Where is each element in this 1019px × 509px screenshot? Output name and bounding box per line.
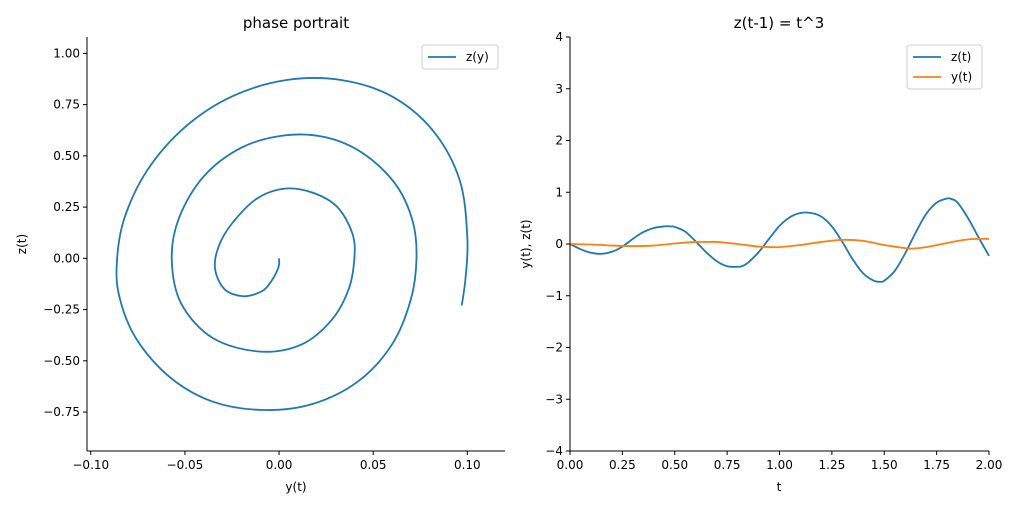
time-series-y-ticks: −4 −3 −2 −1 0 1 2 3 4: [545, 30, 570, 458]
time-series-x-tick-label: 1.25: [819, 458, 846, 472]
time-series-y-tick-label: 4: [555, 30, 563, 44]
phase-portrait-legend: z(y): [421, 44, 499, 70]
time-series-x-tick-label: 0.50: [661, 458, 688, 472]
time-series-legend-box: [906, 44, 983, 90]
time-series-y-tick-label: −3: [545, 392, 563, 406]
phase-portrait-y-ticks: −0.75 −0.50 −0.25 0.00 0.25 0.50 0.75 1.00: [43, 46, 87, 419]
phase-portrait-y-tick-label: −0.75: [43, 405, 80, 419]
time-series-x-axis-label: t: [777, 480, 782, 494]
phase-portrait-y-tick-label: 1.00: [53, 46, 80, 60]
phase-portrait-y-tick-label: 0.25: [53, 200, 80, 214]
time-series-x-tick-label: 0.00: [557, 458, 584, 472]
time-series-x-tick-label: 0.25: [609, 458, 636, 472]
phase-portrait-x-tick-label: 0.00: [266, 458, 293, 472]
time-series-title: z(t-1) = t^3: [734, 14, 825, 32]
time-series-y-tick-label: 0: [555, 237, 563, 251]
phase-portrait-y-tick-label: −0.50: [43, 354, 80, 368]
phase-portrait-y-tick-label: −0.25: [43, 303, 80, 317]
phase-portrait-y-tick-label: 0.75: [53, 98, 80, 112]
phase-portrait-x-tick-label: 0.05: [360, 458, 387, 472]
time-series-y-tick-label: −1: [545, 289, 563, 303]
phase-portrait-x-ticks: −0.10 −0.05 0.00 0.05 0.10: [72, 451, 481, 472]
time-series-y-tick-label: 1: [555, 185, 563, 199]
time-series-legend: z(t) y(t): [906, 44, 983, 90]
legend-label-y-of-t: y(t): [951, 70, 972, 84]
series-line-z-y: [115, 77, 469, 411]
time-series-x-tick-label: 1.75: [923, 458, 950, 472]
time-series-x-tick-label: 1.00: [766, 458, 793, 472]
time-series-panel: z(t-1) = t^3 0.00 0.25 0.50 0.75 1.00 1.25 1.5…: [519, 14, 1002, 494]
phase-portrait-x-tick-label: 0.10: [454, 458, 481, 472]
phase-portrait-title: phase portrait: [243, 14, 349, 32]
phase-portrait-y-tick-label: 0.00: [53, 251, 80, 265]
phase-portrait-x-tick-label: −0.05: [167, 458, 204, 472]
legend-label-z-of-y: z(y): [466, 50, 489, 64]
phase-portrait-y-axis-label: z(t): [15, 234, 29, 254]
time-series-series: [569, 197, 990, 283]
time-series-y-tick-label: −4: [545, 444, 563, 458]
phase-portrait-x-tick-label: −0.10: [72, 458, 109, 472]
time-series-y-tick-label: −2: [545, 341, 563, 355]
time-series-x-ticks: 0.00 0.25 0.50 0.75 1.00 1.25 1.50 1.75 2.00: [557, 451, 1003, 472]
legend-label-z-of-t: z(t): [951, 50, 971, 64]
phase-portrait-x-axis-label: y(t): [285, 480, 306, 494]
series-line-y-t: [569, 237, 990, 250]
time-series-x-tick-label: 0.75: [714, 458, 741, 472]
time-series-y-axis-label: y(t), z(t): [519, 219, 533, 268]
time-series-x-tick-label: 1.50: [871, 458, 898, 472]
time-series-y-tick-label: 2: [555, 134, 563, 148]
time-series-y-tick-label: 3: [555, 82, 563, 96]
phase-portrait-legend-box: [421, 44, 499, 70]
time-series-x-tick-label: 2.00: [976, 458, 1003, 472]
phase-portrait-y-tick-label: 0.50: [53, 149, 80, 163]
phase-portrait-panel: phase portrait −0.10 −0.05 0.00 0.05 0.10 −0…: [15, 14, 505, 494]
phase-portrait-series: [115, 77, 469, 411]
series-line-z-t: [569, 197, 990, 283]
